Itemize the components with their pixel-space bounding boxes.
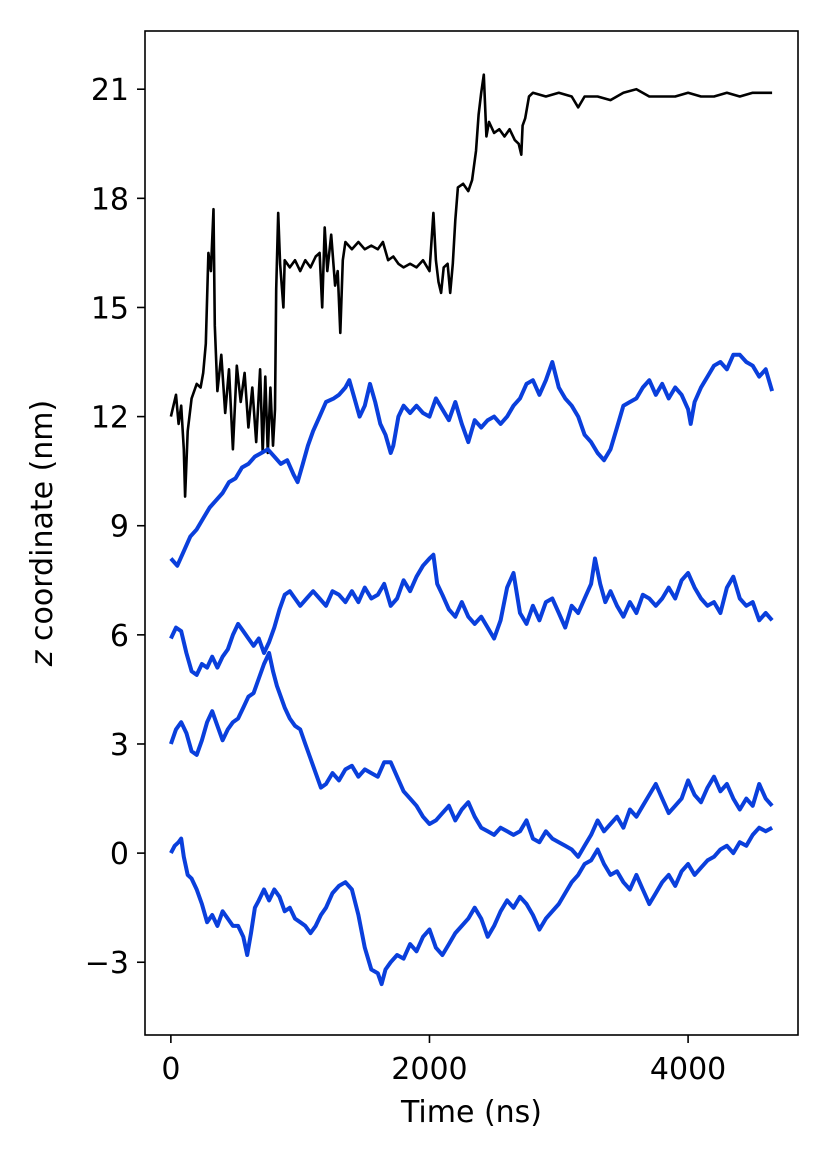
y-axis-label-var: z <box>25 649 60 667</box>
series-line-1 <box>169 73 773 498</box>
series-line-4 <box>169 651 774 859</box>
series-line-5 <box>169 825 774 987</box>
y-tick-label: 0 <box>110 837 129 872</box>
y-tick-label: 12 <box>91 401 129 436</box>
x-axis-label: Time (ns) <box>400 1095 542 1130</box>
series-line-3 <box>169 552 774 677</box>
series-line-2 <box>169 352 775 568</box>
y-axis: −3 0 3 6 9 12 15 18 21 <box>85 73 145 981</box>
y-axis-label-text: coordinate (nm) <box>25 400 60 651</box>
y-tick-label: 6 <box>110 619 129 654</box>
x-tick-label: 2000 <box>391 1052 467 1087</box>
y-axis-label: z coordinate (nm) <box>25 400 60 667</box>
y-tick-label: 21 <box>91 73 129 108</box>
y-tick-label: −3 <box>85 946 129 981</box>
y-tick-label: 9 <box>110 510 129 545</box>
x-tick-label: 4000 <box>650 1052 726 1087</box>
x-axis: 0 2000 4000 <box>161 1035 726 1087</box>
series-layer <box>169 73 775 987</box>
y-tick-label: 3 <box>110 728 129 763</box>
x-tick-label: 0 <box>161 1052 180 1087</box>
plot-frame <box>144 30 799 1036</box>
y-tick-label: 15 <box>91 291 129 326</box>
y-tick-label: 18 <box>91 182 129 217</box>
